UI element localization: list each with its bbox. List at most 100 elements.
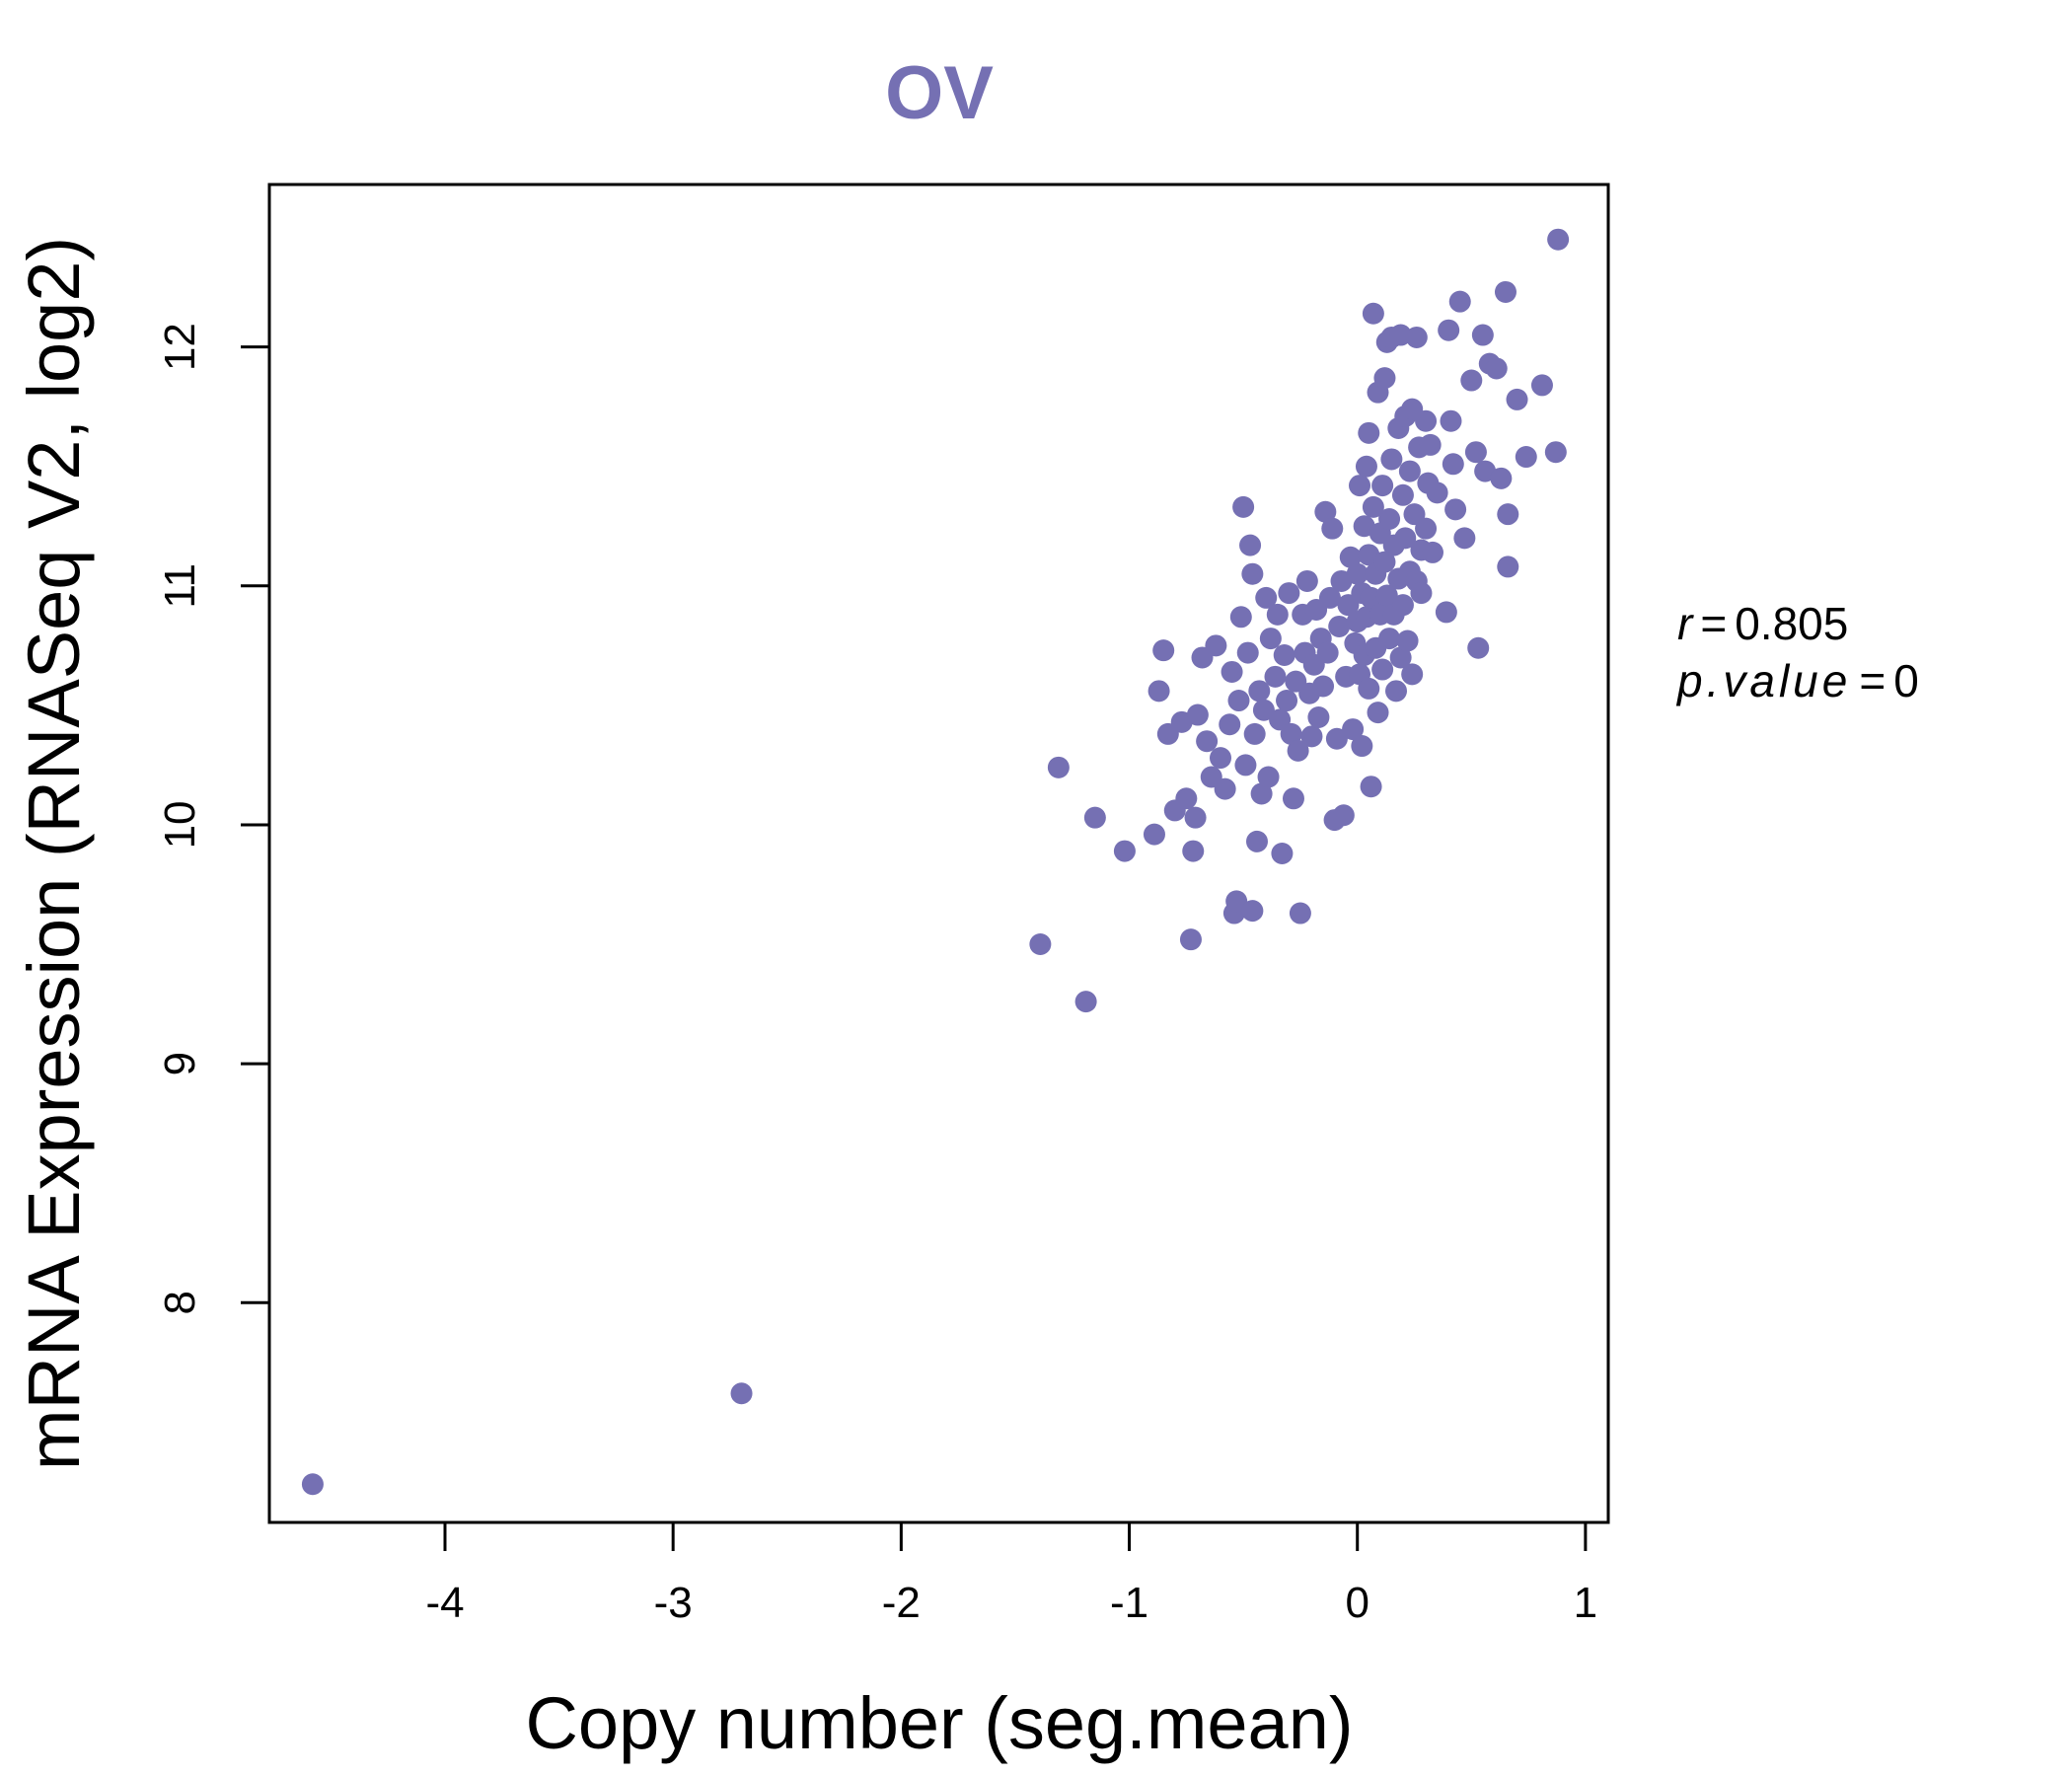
y-tick-label: 8 <box>156 1291 204 1314</box>
data-point <box>1389 646 1412 669</box>
r-symbol: r <box>1677 598 1694 649</box>
data-point <box>1467 636 1490 659</box>
data-point <box>1485 357 1508 380</box>
data-point <box>1219 713 1241 736</box>
data-point <box>1325 727 1348 750</box>
y-tick-label: 12 <box>156 323 204 371</box>
r-value: 0.805 <box>1735 598 1848 649</box>
data-point <box>1236 641 1259 664</box>
data-point <box>1385 680 1408 703</box>
data-point <box>1421 541 1443 563</box>
plot-frame <box>267 183 1610 1524</box>
data-point <box>1362 302 1384 325</box>
data-point <box>1245 830 1268 852</box>
data-point <box>1360 586 1382 609</box>
svg-text:p.value=0: p.value = 0 <box>1675 655 1919 706</box>
data-point <box>1250 782 1273 805</box>
data-point <box>1471 324 1494 346</box>
data-point <box>1355 455 1377 478</box>
data-point <box>1396 629 1419 652</box>
data-point <box>1276 690 1298 712</box>
data-point <box>1358 677 1380 700</box>
data-point <box>1113 840 1136 862</box>
data-point <box>1444 498 1467 521</box>
data-point <box>1241 562 1264 585</box>
x-axis-label: Copy number (seg.mean) <box>525 1682 1353 1764</box>
data-point <box>1464 441 1487 464</box>
data-point <box>1205 634 1227 657</box>
data-point <box>1273 644 1295 667</box>
data-point <box>1358 421 1380 444</box>
data-point <box>1289 902 1311 925</box>
p-symbol: p.value <box>1675 655 1851 706</box>
x-tick-label: -2 <box>882 1579 921 1627</box>
data-point <box>1221 660 1243 683</box>
data-point <box>1227 690 1250 712</box>
data-point <box>1373 367 1396 390</box>
data-point <box>1494 280 1517 303</box>
data-point <box>1314 500 1337 523</box>
data-point <box>1264 665 1287 688</box>
data-point <box>1497 503 1519 526</box>
data-point <box>1307 705 1330 728</box>
data-point <box>1321 517 1344 540</box>
data-point <box>1378 628 1401 650</box>
data-point <box>1152 639 1175 662</box>
data-point <box>1143 823 1165 846</box>
data-point <box>1515 446 1537 469</box>
data-point <box>1229 606 1252 629</box>
data-point <box>1243 722 1266 745</box>
data-point <box>1210 747 1232 770</box>
data-point <box>1401 663 1424 686</box>
x-tick-label: 1 <box>1574 1579 1597 1627</box>
data-point <box>1186 703 1209 726</box>
data-point <box>1362 495 1384 518</box>
data-point <box>1282 787 1304 810</box>
data-point <box>1506 388 1528 410</box>
data-point <box>1182 840 1205 862</box>
data-point <box>1287 739 1309 762</box>
data-point <box>1440 409 1462 432</box>
data-point <box>1214 777 1236 800</box>
data-point <box>1241 900 1264 923</box>
data-point <box>1547 228 1570 251</box>
data-point <box>1460 369 1483 392</box>
data-point <box>1415 517 1438 540</box>
p-equals: = <box>1859 655 1886 706</box>
data-point <box>1373 551 1396 573</box>
data-point <box>301 1473 324 1496</box>
data-point <box>1295 569 1318 592</box>
data-point <box>1346 562 1369 585</box>
data-point <box>1497 555 1519 578</box>
data-point <box>1280 722 1302 745</box>
correlation-annotation: r = 0.805 p.value = 0 <box>1675 598 1919 706</box>
data-point <box>1316 641 1339 664</box>
r-equals: = <box>1700 598 1727 649</box>
data-point <box>1419 433 1442 456</box>
data-point <box>1391 594 1414 617</box>
data-point <box>1271 843 1294 864</box>
data-point <box>1394 527 1417 550</box>
data-point <box>1234 754 1257 777</box>
data-point <box>1378 508 1401 530</box>
y-tick-label: 10 <box>156 800 204 849</box>
data-point <box>1252 699 1275 721</box>
data-point <box>1398 460 1421 482</box>
svg-text:r=0.805: r = 0.805 <box>1677 598 1848 649</box>
data-point <box>1405 326 1428 348</box>
data-point <box>1248 680 1271 703</box>
data-point <box>1175 787 1198 810</box>
data-point <box>1351 735 1373 758</box>
data-point <box>1435 601 1457 624</box>
data-point <box>1371 658 1394 681</box>
data-point <box>1410 582 1433 605</box>
data-point <box>1380 448 1403 471</box>
data-point <box>1342 718 1365 741</box>
data-point <box>1442 453 1464 476</box>
data-point <box>1415 409 1438 432</box>
data-point <box>1391 483 1414 506</box>
data-point <box>1426 481 1448 504</box>
data-points <box>301 228 1570 1496</box>
data-point <box>1029 933 1052 956</box>
